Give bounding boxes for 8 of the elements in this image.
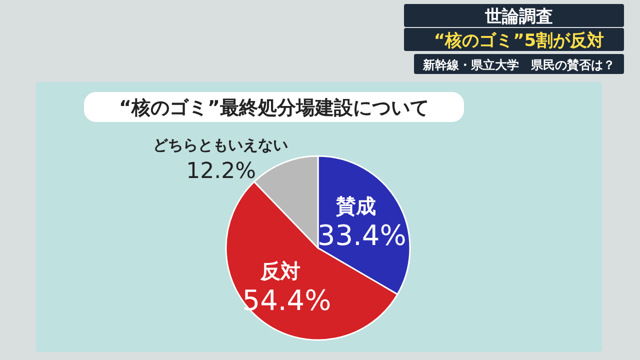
data-label: 54.4% [242,284,332,317]
slice-label: どちらともいえない [153,136,288,154]
data-label: 33.4% [317,218,406,252]
chart-title: “核のゴミ”最終処分場建設について [119,97,429,119]
data-label: 12.2% [186,159,256,184]
slice-label: 反対 [260,258,301,283]
slice-label: 賛成 [334,194,376,218]
banner: 世論調査 “核のゴミ”5割が反対 新幹線・県立大学 県民の賛否は？ [404,4,624,74]
